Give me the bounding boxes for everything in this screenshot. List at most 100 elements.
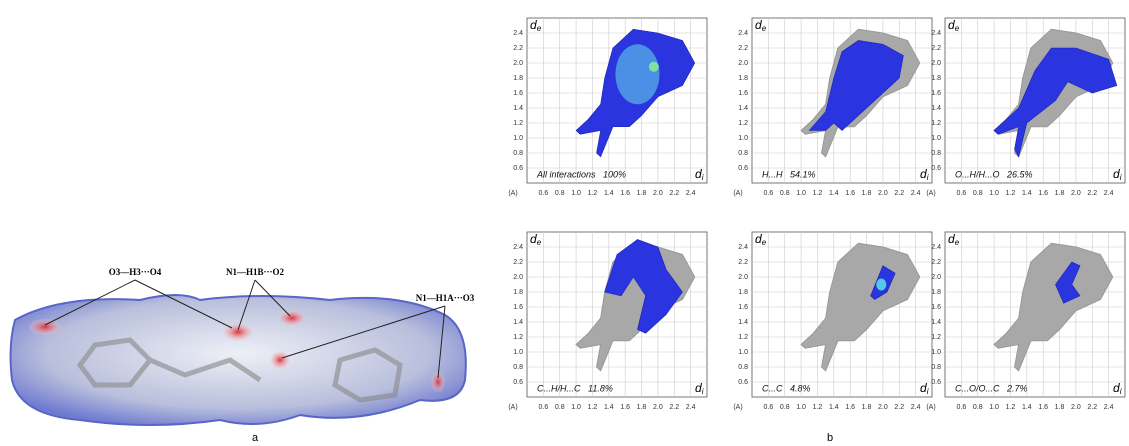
density-core (615, 44, 659, 104)
x-tick-label: 1.8 (862, 404, 872, 411)
y-tick-label: 2.0 (738, 60, 748, 67)
y-tick-label: 1.6 (931, 304, 941, 311)
x-tick-label: 2.2 (1087, 404, 1097, 411)
y-tick-label: 1.6 (513, 304, 523, 311)
interaction-label: C...H/H...C 11.8% (537, 383, 613, 393)
y-tick-label: 0.6 (513, 165, 523, 172)
x-tick-label: 1.2 (813, 404, 823, 411)
y-tick-label: 1.8 (931, 75, 941, 82)
y-tick-label: 1.2 (931, 334, 941, 341)
x-tick-label: 1.4 (829, 404, 839, 411)
y-tick-label: 1.4 (738, 105, 748, 112)
x-tick-label: 2.2 (669, 190, 679, 197)
y-tick-label: 1.8 (513, 75, 523, 82)
x-unit: (A) (508, 190, 517, 197)
x-tick-label: 2.0 (1071, 190, 1081, 197)
interaction-label: N1—H1A···O3 (416, 293, 475, 303)
x-tick-label: 1.0 (571, 404, 581, 411)
x-tick-label: 0.8 (780, 190, 790, 197)
interaction-label: O...H/H...O 26.5% (955, 169, 1033, 179)
y-tick-label: 1.8 (738, 289, 748, 296)
x-tick-label: 0.8 (555, 190, 565, 197)
x-tick-label: 2.4 (686, 404, 696, 411)
y-tick-label: 2.0 (931, 60, 941, 67)
density-core (876, 279, 886, 291)
panel-label: a (252, 432, 259, 444)
x-tick-label: 2.0 (653, 404, 663, 411)
x-tick-label: 1.4 (1022, 190, 1032, 197)
x-tick-label: 0.8 (555, 404, 565, 411)
y-tick-label: 1.6 (513, 90, 523, 97)
y-tick-label: 0.8 (738, 364, 748, 371)
y-tick-label: 1.0 (931, 135, 941, 142)
x-tick-label: 2.0 (878, 190, 888, 197)
fingerprint-plot: 2.42.22.01.81.61.41.21.00.80.60.60.81.01… (508, 232, 707, 411)
x-unit: (A) (926, 404, 935, 411)
y-tick-label: 0.6 (931, 165, 941, 172)
x-tick-label: 1.2 (1006, 190, 1016, 197)
y-tick-label: 0.6 (738, 379, 748, 386)
x-tick-label: 1.6 (1038, 404, 1048, 411)
y-tick-label: 1.0 (513, 349, 523, 356)
y-tick-label: 2.2 (513, 45, 523, 52)
x-tick-label: 1.0 (796, 404, 806, 411)
interaction-label: C...O/O...C 2.7% (955, 383, 1028, 393)
y-tick-label: 2.4 (738, 30, 748, 37)
panel-label: b (827, 432, 833, 444)
y-tick-label: 1.8 (738, 75, 748, 82)
x-tick-label: 0.8 (780, 404, 790, 411)
y-tick-label: 1.2 (931, 120, 941, 127)
x-tick-label: 2.4 (911, 404, 921, 411)
x-unit: (A) (508, 404, 517, 411)
x-tick-label: 0.8 (973, 404, 983, 411)
x-tick-label: 1.8 (637, 190, 647, 197)
y-tick-label: 1.4 (513, 105, 523, 112)
y-tick-label: 1.0 (738, 135, 748, 142)
x-tick-label: 1.0 (989, 190, 999, 197)
x-tick-label: 1.2 (588, 190, 598, 197)
y-tick-label: 2.0 (738, 274, 748, 281)
x-tick-label: 2.2 (1087, 190, 1097, 197)
y-tick-label: 0.8 (738, 150, 748, 157)
x-tick-label: 1.6 (620, 190, 630, 197)
interaction-label: All interactions 100% (536, 169, 626, 179)
x-tick-label: 2.4 (911, 190, 921, 197)
x-tick-label: 1.0 (796, 190, 806, 197)
y-tick-label: 1.4 (931, 105, 941, 112)
x-tick-label: 0.6 (956, 404, 966, 411)
x-tick-label: 1.2 (1006, 404, 1016, 411)
y-tick-label: 0.8 (513, 150, 523, 157)
y-tick-label: 1.6 (738, 304, 748, 311)
y-tick-label: 2.2 (931, 259, 941, 266)
y-tick-label: 2.4 (738, 244, 748, 251)
x-tick-label: 2.0 (1071, 404, 1081, 411)
x-tick-label: 1.6 (845, 190, 855, 197)
x-tick-label: 0.6 (763, 404, 773, 411)
y-tick-label: 2.0 (513, 274, 523, 281)
x-tick-label: 1.8 (1055, 190, 1065, 197)
x-tick-label: 0.8 (973, 190, 983, 197)
x-unit: (A) (733, 190, 742, 197)
x-tick-label: 0.6 (956, 190, 966, 197)
y-tick-label: 0.8 (931, 364, 941, 371)
y-tick-label: 0.6 (513, 379, 523, 386)
x-tick-label: 1.8 (1055, 404, 1065, 411)
interaction-label: C...C 4.8% (762, 383, 811, 393)
y-tick-label: 1.4 (738, 319, 748, 326)
x-tick-label: 1.6 (1038, 190, 1048, 197)
interaction-label: O3—H3···O4 (109, 267, 162, 277)
fingerprint-plot: 2.42.22.01.81.61.41.21.00.80.60.60.81.01… (926, 232, 1125, 411)
y-tick-label: 2.4 (513, 30, 523, 37)
y-tick-label: 1.2 (738, 334, 748, 341)
x-tick-label: 1.4 (604, 404, 614, 411)
x-tick-label: 1.8 (862, 190, 872, 197)
y-tick-label: 1.0 (738, 349, 748, 356)
fingerprint-plot: 2.42.22.01.81.61.41.21.00.80.60.60.81.01… (733, 18, 932, 197)
x-tick-label: 2.0 (653, 190, 663, 197)
x-unit: (A) (733, 404, 742, 411)
y-tick-label: 1.0 (931, 349, 941, 356)
x-tick-label: 1.8 (637, 404, 647, 411)
y-tick-label: 2.0 (931, 274, 941, 281)
x-tick-label: 0.6 (538, 190, 548, 197)
